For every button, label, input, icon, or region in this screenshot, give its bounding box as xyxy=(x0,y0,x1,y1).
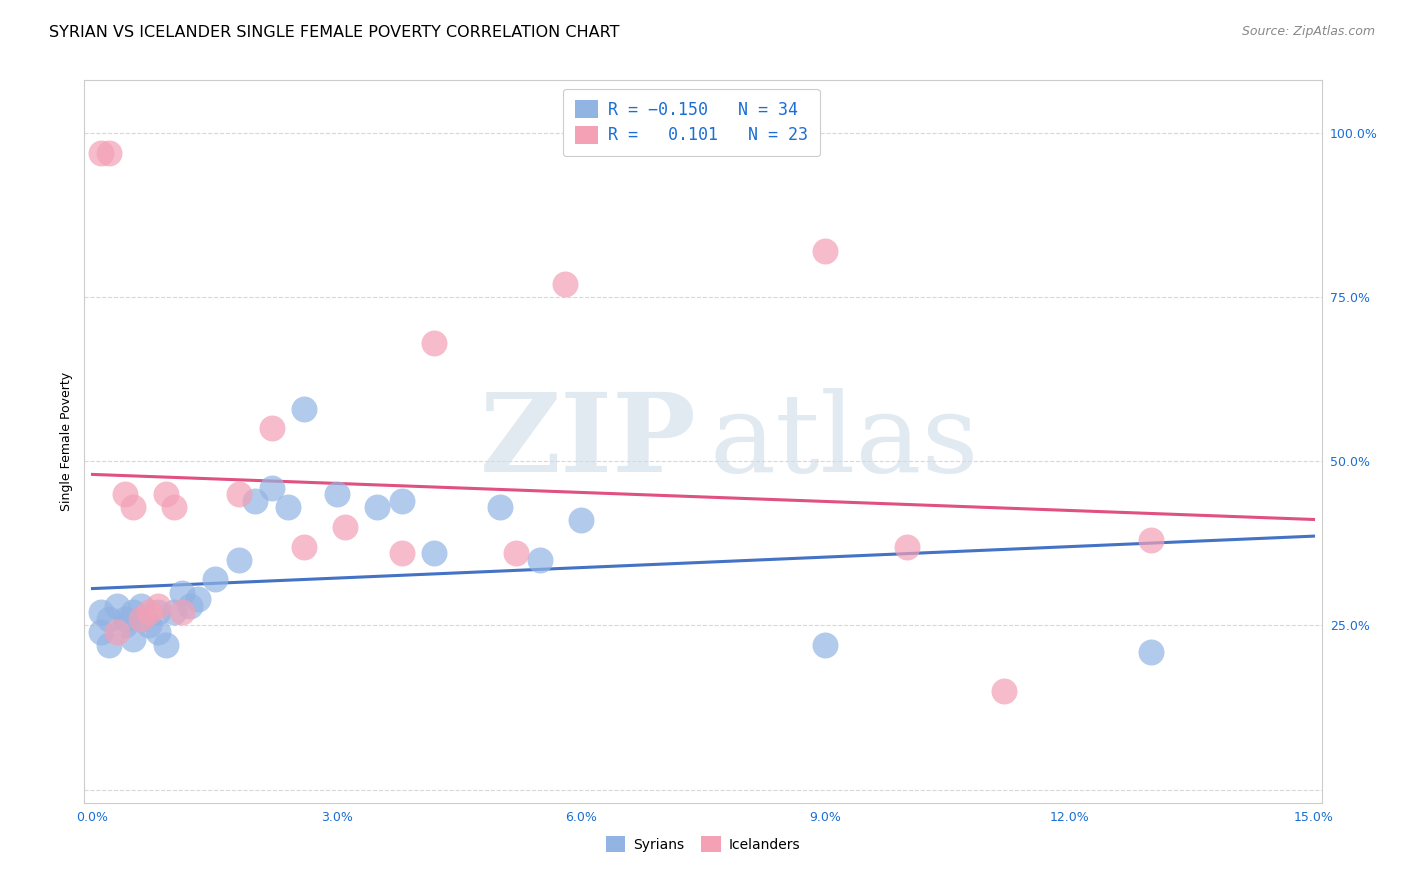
Point xyxy=(114,618,136,632)
Point xyxy=(105,625,128,640)
Point xyxy=(260,481,283,495)
Point xyxy=(114,612,136,626)
Point xyxy=(122,632,145,646)
Point xyxy=(529,553,551,567)
Point xyxy=(170,585,193,599)
Point xyxy=(391,493,413,508)
Point xyxy=(187,592,209,607)
Point xyxy=(146,605,169,619)
Point xyxy=(146,625,169,640)
Point xyxy=(97,612,120,626)
Point xyxy=(488,500,510,515)
Point xyxy=(260,421,283,435)
Point xyxy=(90,625,112,640)
Point xyxy=(569,513,592,527)
Point xyxy=(993,684,1015,698)
Point xyxy=(163,605,186,619)
Point xyxy=(146,599,169,613)
Point xyxy=(896,540,918,554)
Point xyxy=(155,487,177,501)
Point xyxy=(366,500,388,515)
Point xyxy=(1139,533,1161,547)
Point xyxy=(90,605,112,619)
Point xyxy=(131,599,153,613)
Point xyxy=(170,605,193,619)
Point xyxy=(163,500,186,515)
Point xyxy=(814,244,837,258)
Point xyxy=(131,612,153,626)
Point xyxy=(325,487,347,501)
Text: ZIP: ZIP xyxy=(479,388,697,495)
Point xyxy=(245,493,267,508)
Point xyxy=(554,277,576,291)
Point xyxy=(138,618,160,632)
Point xyxy=(97,638,120,652)
Point xyxy=(292,401,315,416)
Point xyxy=(122,605,145,619)
Point xyxy=(423,336,446,351)
Point xyxy=(814,638,837,652)
Text: atlas: atlas xyxy=(709,388,979,495)
Point xyxy=(505,546,527,560)
Point xyxy=(114,487,136,501)
Point xyxy=(391,546,413,560)
Point xyxy=(179,599,201,613)
Point xyxy=(1139,645,1161,659)
Point xyxy=(138,605,160,619)
Point xyxy=(97,145,120,160)
Point xyxy=(131,612,153,626)
Legend: Syrians, Icelanders: Syrians, Icelanders xyxy=(600,831,806,857)
Point xyxy=(277,500,299,515)
Point xyxy=(90,145,112,160)
Point xyxy=(228,553,250,567)
Point xyxy=(204,573,226,587)
Y-axis label: Single Female Poverty: Single Female Poverty xyxy=(60,372,73,511)
Point xyxy=(122,500,145,515)
Point xyxy=(292,540,315,554)
Point xyxy=(423,546,446,560)
Point xyxy=(228,487,250,501)
Point xyxy=(155,638,177,652)
Text: Source: ZipAtlas.com: Source: ZipAtlas.com xyxy=(1241,25,1375,38)
Text: SYRIAN VS ICELANDER SINGLE FEMALE POVERTY CORRELATION CHART: SYRIAN VS ICELANDER SINGLE FEMALE POVERT… xyxy=(49,25,620,40)
Point xyxy=(333,520,356,534)
Point xyxy=(105,599,128,613)
